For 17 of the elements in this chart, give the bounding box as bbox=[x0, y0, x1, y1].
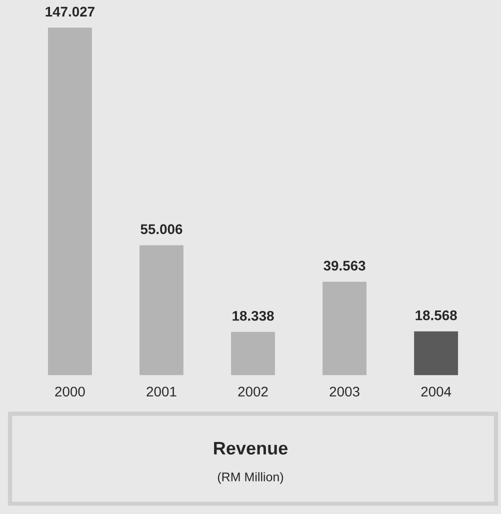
data-label: 39.563 bbox=[324, 260, 366, 271]
bar bbox=[231, 332, 275, 376]
bar bbox=[414, 331, 458, 376]
x-tick-label: 2001 bbox=[146, 386, 176, 397]
data-label: 147.027 bbox=[46, 6, 94, 17]
x-tick-label: 2004 bbox=[421, 386, 452, 397]
data-label: 55.006 bbox=[140, 224, 182, 234]
bar bbox=[48, 28, 92, 376]
text: Revenue bbox=[214, 442, 288, 455]
data-label: 18.338 bbox=[232, 310, 274, 321]
x-tick-label: 2003 bbox=[330, 386, 360, 397]
data-label: 18.568 bbox=[416, 310, 457, 320]
text: (RM Million) bbox=[218, 472, 284, 484]
x-tick-label: 2000 bbox=[55, 386, 85, 397]
bar bbox=[322, 282, 366, 376]
x-tick-label: 2002 bbox=[238, 386, 268, 397]
bar bbox=[140, 245, 184, 376]
